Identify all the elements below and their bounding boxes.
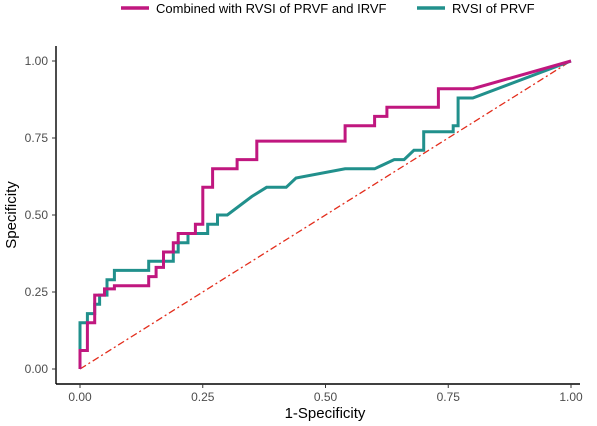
y-tick-label: 0.25 — [25, 285, 49, 299]
x-tick-label: 1.00 — [559, 390, 583, 404]
y-tick-label: 1.00 — [25, 54, 49, 68]
series-line-combined — [78, 59, 572, 369]
reference-diagonal-line — [79, 60, 572, 370]
x-tick-label: 0.75 — [437, 390, 461, 404]
legend: Combined with RVSI of PRVF and IRVF RVSI… — [121, 1, 535, 16]
x-ticks: 0.00 0.25 0.50 0.75 1.00 — [68, 384, 583, 404]
y-ticks: 0.00 0.25 0.50 0.75 1.00 — [25, 54, 56, 376]
axes — [55, 46, 580, 385]
x-tick-label: 0.50 — [314, 390, 338, 404]
x-tick-label: 0.25 — [191, 390, 215, 404]
legend-label-rvsi-prvf: RVSI of PRVF — [452, 1, 535, 16]
y-tick-label: 0.00 — [25, 362, 49, 376]
y-tick-label: 0.50 — [25, 208, 49, 222]
series-line-rvsi-prvf — [78, 59, 572, 369]
y-axis-title: Specificity — [3, 181, 20, 249]
legend-label-combined: Combined with RVSI of PRVF and IRVF — [156, 1, 387, 16]
x-tick-label: 0.00 — [68, 390, 92, 404]
x-axis-title: 1-Specificity — [285, 405, 366, 422]
y-tick-label: 0.75 — [25, 131, 49, 145]
series-layer — [78, 59, 572, 370]
